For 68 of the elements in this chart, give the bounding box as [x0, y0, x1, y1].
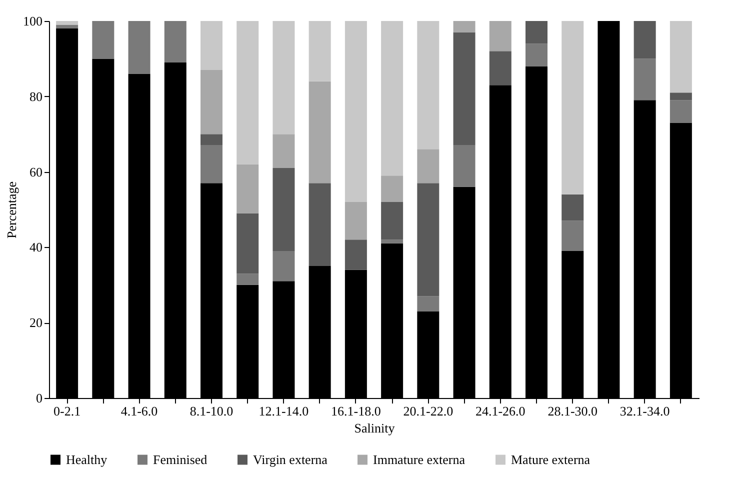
- y-tick-label: 60: [30, 164, 42, 180]
- bar: [200, 21, 222, 70]
- y-axis-title: Percentage: [4, 181, 19, 239]
- bar: [562, 21, 584, 194]
- bar: [236, 21, 259, 164]
- bar: [381, 202, 404, 240]
- x-axis-title: Salinity: [354, 420, 396, 436]
- y-tick-label: 100: [23, 14, 42, 28]
- legend-label: Healthy: [66, 452, 108, 467]
- bar: [200, 145, 222, 184]
- bar: [670, 100, 692, 123]
- bar: [562, 194, 584, 221]
- legend-label: Mature externa: [511, 452, 590, 467]
- bar: [381, 21, 404, 176]
- bar: [164, 21, 186, 62]
- bar: [453, 32, 476, 146]
- bar: [236, 274, 259, 285]
- bar: [526, 44, 548, 66]
- bar: [634, 21, 656, 59]
- bar: [92, 21, 114, 59]
- bar: [128, 21, 150, 74]
- bar: [344, 21, 367, 202]
- bar: [344, 202, 367, 240]
- bar: [56, 24, 78, 29]
- bar: [56, 21, 78, 25]
- x-tick-label: 16.1-18.0: [331, 404, 381, 418]
- bar: [453, 145, 476, 187]
- bar: [417, 21, 440, 150]
- bar: [200, 134, 222, 146]
- bar: [272, 250, 295, 282]
- bar: [453, 21, 476, 32]
- y-tick-label: 80: [30, 88, 42, 104]
- bar: [526, 21, 548, 44]
- bar: [200, 70, 222, 134]
- bar: [236, 213, 259, 274]
- y-tick-label: 20: [30, 315, 42, 330]
- bar: [489, 21, 512, 52]
- bar: [272, 168, 295, 251]
- bar: [344, 240, 367, 270]
- x-tick-label: 8.1-10.0: [190, 404, 234, 418]
- x-tick-label: 32.1-34.0: [620, 404, 670, 418]
- bar: [489, 51, 512, 86]
- bar: [272, 21, 295, 134]
- y-tick-label: 40: [30, 240, 42, 255]
- x-tick-label: 20.1-22.0: [403, 404, 454, 418]
- bar: [417, 183, 440, 296]
- bar: [272, 134, 295, 168]
- x-tick-label: 28.1-30.0: [548, 404, 598, 418]
- bar: [308, 183, 331, 266]
- bar: [381, 176, 404, 202]
- bar: [417, 149, 440, 184]
- x-tick-label: 24.1-26.0: [475, 404, 526, 418]
- legend-label: Virgin externa: [253, 452, 328, 467]
- bar: [381, 240, 404, 244]
- y-tick-label: 0: [36, 390, 42, 406]
- x-tick-label: 0-2.1: [54, 404, 81, 418]
- bar: [417, 296, 440, 312]
- bar: [308, 81, 331, 184]
- legend-label: Immature externa: [373, 452, 466, 467]
- bar: [562, 220, 584, 251]
- bar: [634, 58, 656, 100]
- bar: [670, 21, 692, 93]
- x-tick-label: 4.1-6.0: [120, 404, 158, 418]
- bar: [236, 164, 259, 214]
- bar: [308, 21, 331, 82]
- bar: [670, 92, 692, 100]
- x-tick-label: 12.1-14.0: [258, 404, 309, 418]
- legend-label: Feminised: [153, 452, 208, 467]
